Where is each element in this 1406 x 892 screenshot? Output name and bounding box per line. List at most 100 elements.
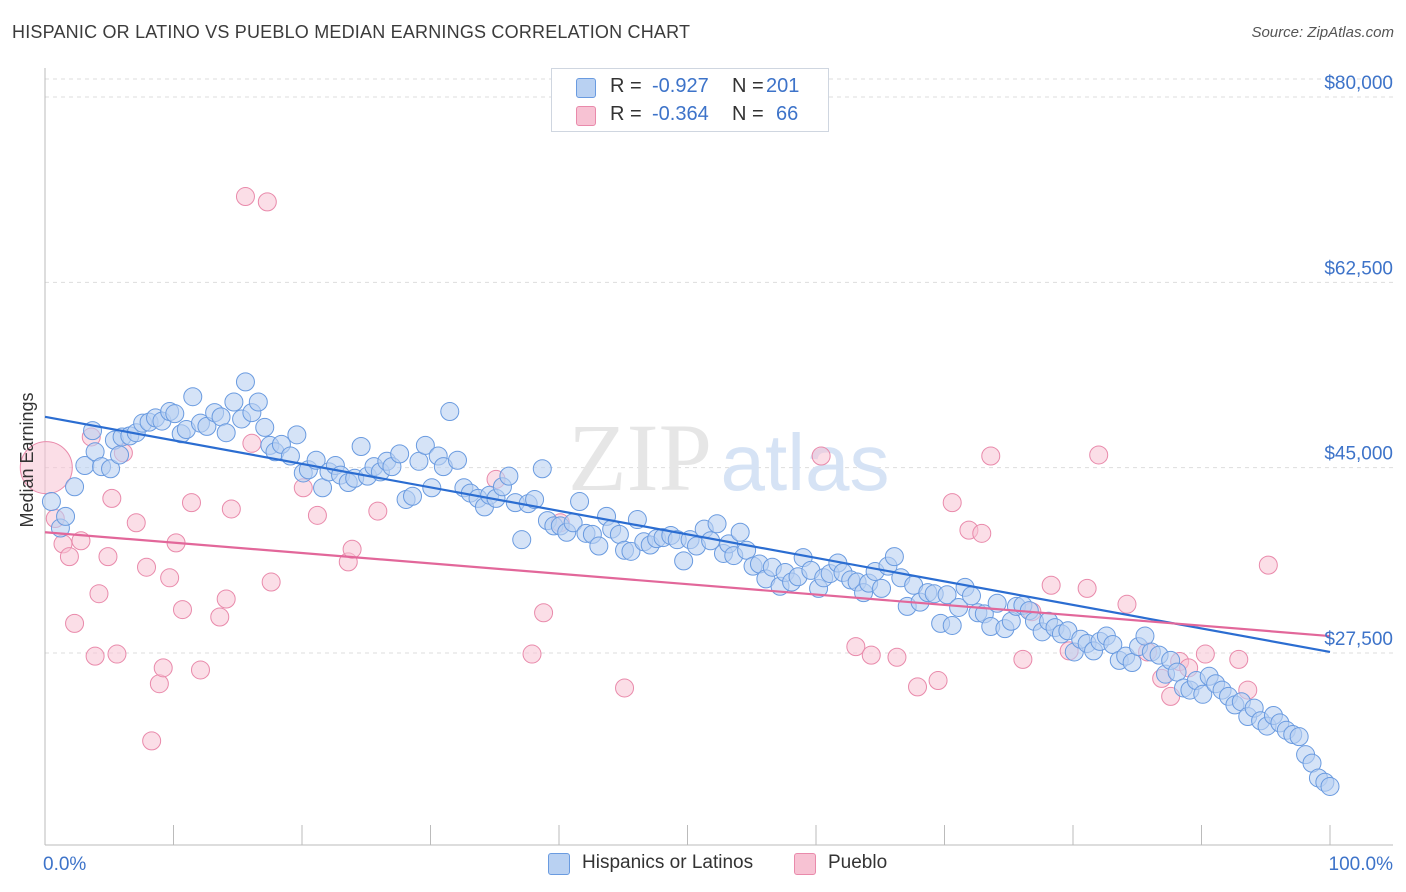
stats-legend: R = -0.927 N = 201 R = -0.364 N = 66	[551, 68, 829, 132]
y-axis-label: Median Earnings	[17, 392, 37, 527]
hispanic-point	[589, 536, 609, 556]
hispanic-point	[570, 492, 590, 512]
pueblo-point	[615, 678, 635, 698]
hispanic-point	[224, 392, 244, 412]
hispanic-point	[884, 547, 904, 567]
pueblo-point	[861, 645, 881, 665]
hispanic-point	[937, 585, 957, 605]
pueblo-point	[811, 446, 831, 466]
pueblo-point	[1229, 649, 1249, 669]
axes	[44, 68, 1393, 846]
pueblo-point	[210, 607, 230, 627]
legend-swatch-blue	[548, 853, 570, 875]
pueblo-point	[972, 523, 992, 543]
legend-swatch-pink	[794, 853, 816, 875]
pueblo-point	[887, 647, 907, 667]
legend-row-hispanic: R = -0.927 N = 201	[552, 73, 828, 101]
hispanic-point	[409, 451, 429, 471]
chart-title: HISPANIC OR LATINO VS PUEBLO MEDIAN EARN…	[12, 22, 691, 42]
hispanic-point	[101, 459, 121, 479]
pueblo-point	[153, 658, 173, 678]
hispanic-point	[1320, 776, 1340, 796]
pueblo-point	[928, 671, 948, 691]
y-tick-label: $62,500	[1324, 258, 1393, 279]
r-value: -0.927	[652, 75, 709, 97]
hispanic-point	[1167, 662, 1187, 682]
n-value: 201	[766, 75, 800, 97]
pueblo-point	[257, 192, 277, 212]
grid	[45, 78, 1393, 654]
x-tick-label: 0.0%	[43, 854, 86, 875]
pueblo-point	[190, 660, 210, 680]
hispanic-point	[512, 530, 532, 550]
hispanic-point	[235, 372, 255, 392]
hispanic-point	[351, 436, 371, 456]
hispanic-trend-line	[44, 415, 1331, 654]
hispanic-point	[313, 478, 333, 498]
source-label: Source: ZipAtlas.com	[1251, 24, 1394, 41]
pueblo-point	[149, 674, 169, 694]
legend-row-pueblo: R = -0.364 N = 66	[552, 101, 828, 129]
hispanic-points	[41, 372, 1340, 796]
hispanic-point	[248, 392, 268, 412]
pueblo-point	[522, 644, 542, 664]
hispanic-point	[961, 586, 981, 606]
hispanic-point	[525, 489, 545, 509]
pueblo-point	[235, 187, 255, 207]
pueblo-point	[1089, 445, 1109, 465]
pueblo-point	[342, 539, 362, 559]
hispanic-point	[1122, 653, 1142, 673]
pueblo-point	[137, 557, 157, 577]
pueblo-point	[368, 501, 388, 521]
watermark-atlas: atlas	[721, 418, 890, 507]
hispanic-point	[403, 486, 423, 506]
legend-swatch-pink	[576, 106, 596, 126]
hispanic-point	[872, 578, 892, 598]
pueblo-trend-line	[44, 531, 1331, 638]
pueblo-point	[65, 613, 85, 633]
hispanic-point	[942, 615, 962, 635]
pueblo-point	[1077, 578, 1097, 598]
pueblo-point	[172, 600, 192, 620]
pueblo-point	[59, 547, 79, 567]
n-label: N =	[732, 103, 764, 125]
hispanic-point	[216, 423, 236, 443]
hispanic-point	[440, 402, 460, 422]
watermark: ZIP atlas	[568, 404, 889, 511]
pueblo-point	[534, 603, 554, 623]
pueblo-point	[181, 493, 201, 513]
hispanic-point	[609, 524, 629, 544]
hispanic-point	[390, 444, 410, 464]
tick-labels: $27,500 $45,000 $62,500 $80,000 0.0% 100.0%	[43, 73, 1393, 875]
watermark-zip: ZIP	[568, 404, 712, 511]
legend-label-pueblo: Pueblo	[828, 852, 888, 873]
hispanic-point	[41, 492, 61, 512]
pueblo-point	[1117, 594, 1137, 614]
n-label: N =	[732, 75, 764, 97]
pueblo-point	[102, 488, 122, 508]
hispanic-point	[730, 522, 750, 542]
pueblo-point	[981, 446, 1001, 466]
hispanic-point	[1193, 684, 1213, 704]
pueblo-point	[107, 644, 127, 664]
hispanic-point	[674, 551, 694, 571]
pueblo-point	[98, 547, 118, 567]
x-tick-label: 100.0%	[1329, 854, 1394, 875]
hispanic-point	[56, 506, 76, 526]
r-label: R =	[610, 103, 642, 125]
pueblo-point	[142, 731, 162, 751]
pueblo-point	[307, 505, 327, 525]
hispanic-point	[287, 425, 307, 445]
pueblo-point	[126, 513, 146, 533]
pueblo-point	[846, 637, 866, 657]
hispanic-point	[707, 514, 727, 534]
pueblo-point	[1013, 649, 1033, 669]
pueblo-point	[942, 493, 962, 513]
hispanic-point	[447, 450, 467, 470]
n-value: 66	[776, 103, 799, 125]
hispanic-point	[621, 541, 641, 561]
hispanic-point	[165, 404, 185, 424]
pueblo-points	[19, 187, 1278, 751]
legend-label-hispanic: Hispanics or Latinos	[582, 852, 754, 873]
